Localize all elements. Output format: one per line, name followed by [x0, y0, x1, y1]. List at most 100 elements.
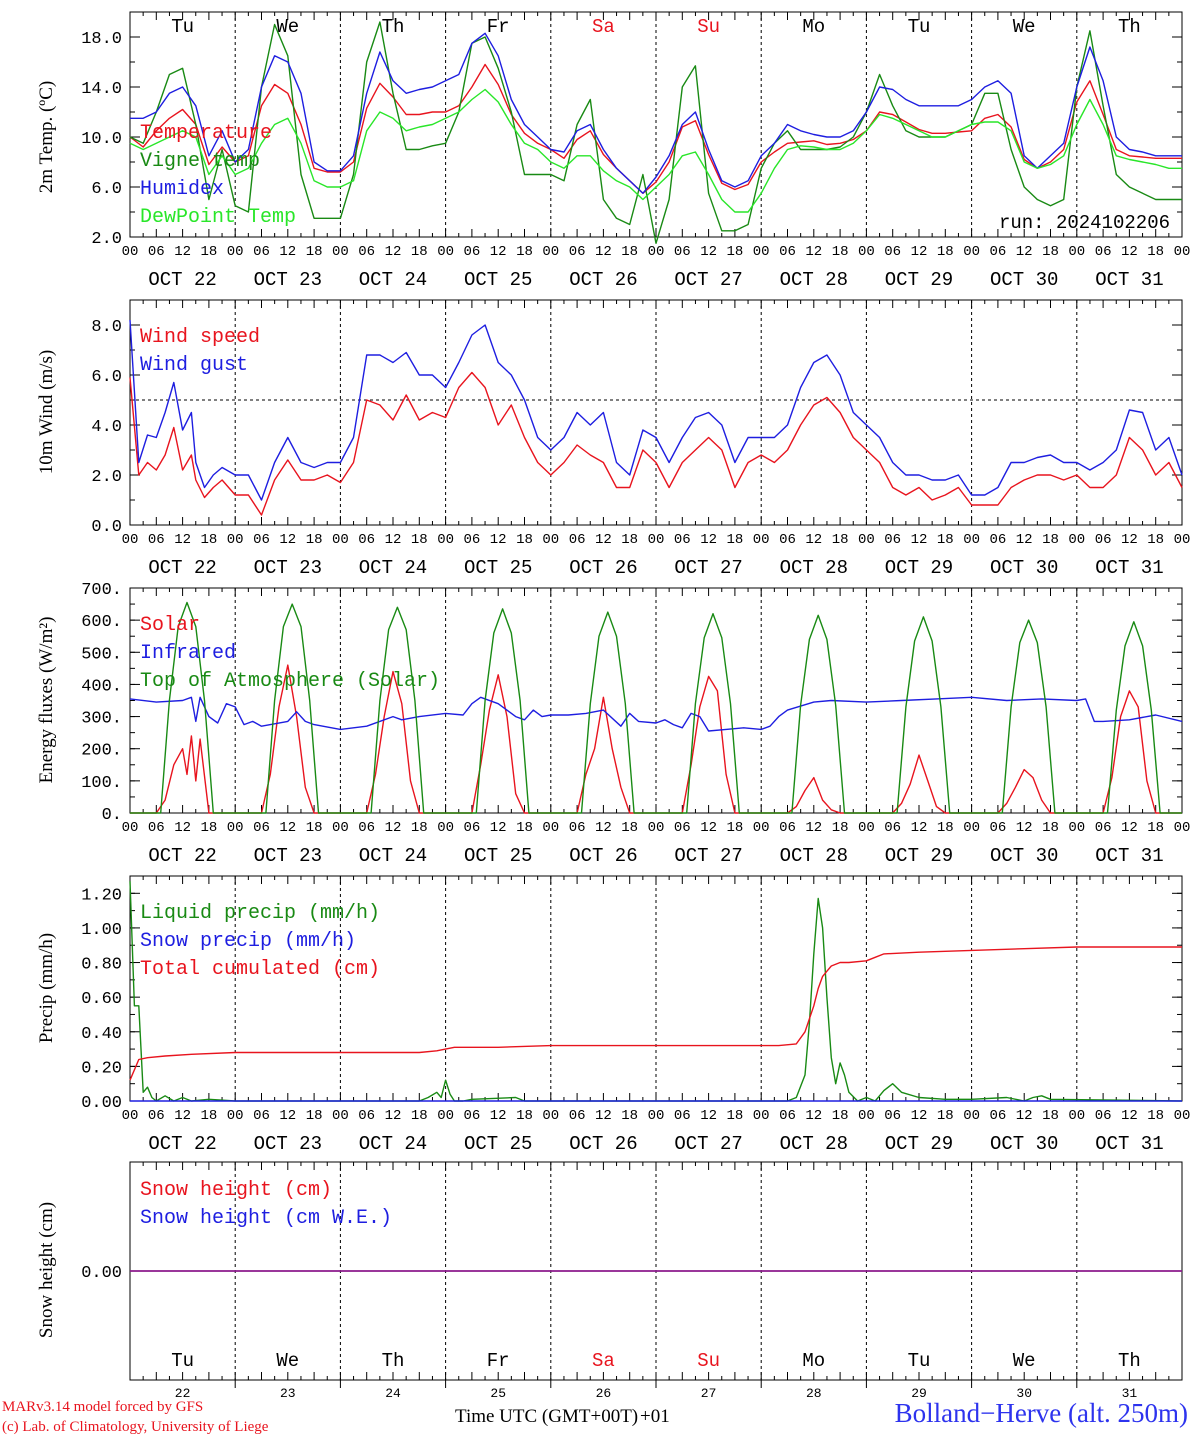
- legend-entry: DewPoint Temp: [140, 206, 296, 229]
- hour-tick-label: 18: [937, 820, 954, 836]
- hour-tick-label: 06: [989, 820, 1006, 836]
- date-label: OCT 27: [674, 845, 742, 867]
- hour-tick-label: 18: [411, 532, 428, 548]
- y-tick-label: 200.: [81, 742, 122, 761]
- date-label: OCT 28: [780, 557, 848, 579]
- hour-tick-label: 00: [753, 1108, 770, 1124]
- hour-tick-label: 18: [1042, 820, 1059, 836]
- hour-tick-label: 12: [911, 820, 928, 836]
- hour-tick-label: 18: [621, 820, 638, 836]
- hour-tick-label: 00: [858, 244, 875, 260]
- hour-tick-label: 12: [1121, 820, 1138, 836]
- hour-tick-label: 12: [490, 1108, 507, 1124]
- hour-tick-label: 00: [1174, 244, 1191, 260]
- weekday-label: Th: [382, 1350, 405, 1372]
- hour-tick-label: 12: [174, 1108, 191, 1124]
- hour-tick-label: 18: [937, 532, 954, 548]
- hour-tick-label: 18: [516, 532, 533, 548]
- y-axis-label: 2m Temp. (ºC): [36, 81, 57, 193]
- day-number-label: 31: [1122, 1386, 1138, 1401]
- hour-tick-label: 12: [279, 1108, 296, 1124]
- date-label: OCT 30: [990, 845, 1058, 867]
- y-tick-label: 0.80: [81, 956, 122, 975]
- weekday-label: Fr: [487, 1350, 510, 1372]
- hour-tick-label: 06: [1095, 820, 1112, 836]
- hour-tick-label: 18: [832, 820, 849, 836]
- date-label: OCT 23: [254, 845, 322, 867]
- hour-tick-label: 06: [674, 532, 691, 548]
- y-axis-label: Energy fluxes (W/m²): [36, 617, 57, 784]
- hour-tick-label: 06: [1095, 532, 1112, 548]
- hour-tick-label: 12: [174, 820, 191, 836]
- hour-tick-label: 06: [989, 532, 1006, 548]
- hour-tick-label: 12: [1016, 244, 1033, 260]
- hour-tick-label: 12: [490, 532, 507, 548]
- weekday-label: Fr: [487, 16, 510, 38]
- hour-tick-label: 00: [858, 820, 875, 836]
- legend-entry: Temperature: [140, 122, 272, 145]
- legend-entry: Humidex: [140, 178, 224, 201]
- hour-tick-label: 18: [937, 1108, 954, 1124]
- date-label: OCT 23: [254, 269, 322, 291]
- hour-tick-label: 00: [963, 532, 980, 548]
- hour-tick-label: 18: [832, 244, 849, 260]
- weekday-label: Mo: [802, 1350, 825, 1372]
- hour-tick-label: 18: [516, 244, 533, 260]
- y-tick-label: 0.00: [81, 1264, 122, 1283]
- hour-tick-label: 06: [569, 244, 586, 260]
- date-label: OCT 24: [359, 1133, 427, 1155]
- y-tick-label: 10.0: [81, 130, 122, 149]
- hour-tick-label: 00: [227, 820, 244, 836]
- hour-tick-label: 00: [542, 1108, 559, 1124]
- hour-tick-label: 00: [1068, 532, 1085, 548]
- hour-tick-label: 18: [1147, 244, 1164, 260]
- date-label: OCT 28: [780, 1133, 848, 1155]
- run-annotation: run: 2024102206: [999, 212, 1170, 234]
- hour-tick-label: 00: [227, 244, 244, 260]
- hour-tick-label: 06: [463, 244, 480, 260]
- hour-tick-label: 12: [279, 532, 296, 548]
- y-tick-label: 0.40: [81, 1025, 122, 1044]
- hour-tick-label: 12: [595, 532, 612, 548]
- hour-tick-label: 00: [1174, 532, 1191, 548]
- day-number-label: 25: [490, 1386, 506, 1401]
- hour-tick-label: 06: [569, 532, 586, 548]
- hour-tick-label: 06: [884, 1108, 901, 1124]
- hour-tick-label: 18: [306, 532, 323, 548]
- hour-tick-label: 18: [411, 1108, 428, 1124]
- hour-tick-label: 18: [1147, 532, 1164, 548]
- date-label: OCT 27: [674, 557, 742, 579]
- day-number-label: 30: [1016, 1386, 1032, 1401]
- weekday-label: Tu: [171, 1350, 194, 1372]
- y-axis-label: Precip (mm/h): [36, 933, 57, 1043]
- y-tick-label: 500.: [81, 645, 122, 664]
- y-tick-label: 2.0: [91, 468, 122, 487]
- hour-tick-label: 18: [200, 532, 217, 548]
- hour-tick-label: 00: [858, 532, 875, 548]
- weekday-label: We: [276, 1350, 299, 1372]
- day-number-label: 22: [175, 1386, 191, 1401]
- date-label: OCT 30: [990, 269, 1058, 291]
- legend-entry: Snow precip (mm/h): [140, 930, 356, 953]
- panel-2: 0.0 2.0 4.0 6.0 8.0 10m Wind (m/s) Wind speed W…: [36, 299, 1191, 579]
- y-tick-label: 0.60: [81, 990, 122, 1009]
- hour-tick-label: 06: [148, 1108, 165, 1124]
- hour-tick-label: 06: [463, 1108, 480, 1124]
- hour-tick-label: 18: [1147, 1108, 1164, 1124]
- hour-tick-label: 12: [1121, 1108, 1138, 1124]
- series-line-wind-gust: [129, 319, 1183, 501]
- panel-1: 2.0 6.0 10.0 14.0 18.0 2m Temp. (ºC) Temperatu…: [36, 11, 1191, 291]
- y-tick-label: 0.0: [91, 518, 122, 537]
- date-label: OCT 25: [464, 269, 532, 291]
- panel-5: 0.00 Snow height (cm) Snow height (cm) Snow…: [36, 1161, 1183, 1401]
- hour-tick-label: 00: [1068, 1108, 1085, 1124]
- hour-tick-label: 12: [805, 532, 822, 548]
- hour-tick-label: 06: [148, 820, 165, 836]
- y-tick-label: 2.0: [91, 230, 122, 249]
- day-number-label: 27: [701, 1386, 717, 1401]
- date-label: OCT 30: [990, 557, 1058, 579]
- hour-tick-label: 18: [726, 244, 743, 260]
- hour-tick-label: 18: [726, 532, 743, 548]
- hour-tick-label: 00: [332, 532, 349, 548]
